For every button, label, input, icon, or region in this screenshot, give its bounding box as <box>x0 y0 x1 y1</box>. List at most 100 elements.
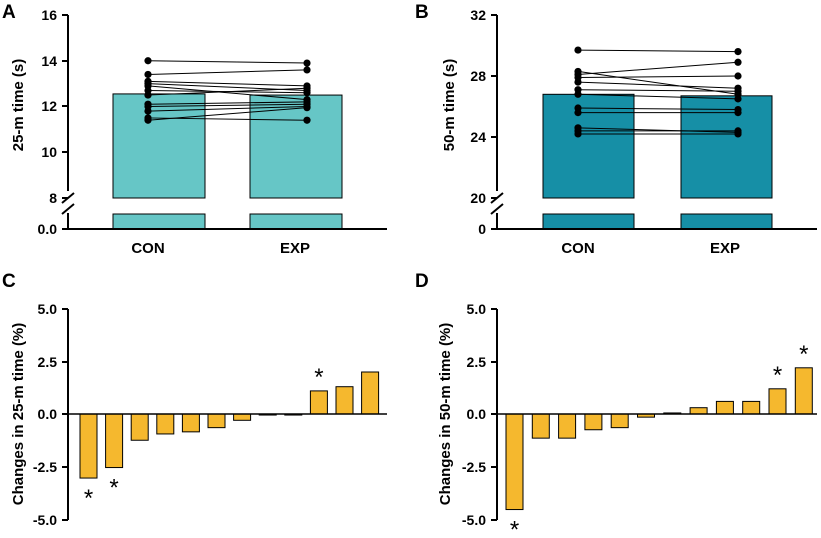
panel-a-tick-label: 10 <box>41 144 57 160</box>
panel-a-tick-label: 12 <box>41 98 57 114</box>
panel-c-tick-label: -2.5 <box>33 459 57 475</box>
panel-a-tick-label: 8 <box>49 190 57 206</box>
panel-a-bars <box>112 93 343 230</box>
panel-b-tick-label: 20 <box>470 190 486 206</box>
panel-b-point-exp <box>734 48 742 56</box>
panel-b-tick-label: 28 <box>470 68 486 84</box>
panel-b-subject-line <box>577 127 739 133</box>
panel-b-subject-line <box>577 49 739 53</box>
panel-c-tick-label: 2.5 <box>38 354 58 370</box>
panel-a-zero-label: 0.0 <box>38 221 58 237</box>
panel-c-y-axis-label: Changes in 25-m time (%) <box>10 323 27 506</box>
panel-d-significance-star: * <box>773 362 782 389</box>
panel-a: A 25-m time (s) 8 10 12 14 16 0.0 CON EX… <box>2 2 387 257</box>
panel-b-subject-line <box>577 89 739 92</box>
panel-b-zero-label: 0 <box>478 221 486 237</box>
panel-a-subject-line <box>147 106 308 112</box>
panel-c-bar <box>79 413 98 479</box>
panel-d-bar <box>742 400 761 415</box>
panel-d-bar <box>505 413 524 511</box>
panel-d-significance-star: * <box>510 517 519 538</box>
panel-c-tick-label: -5.0 <box>33 512 57 528</box>
panel-a-point-con <box>144 116 152 124</box>
panel-d-bar <box>794 367 813 415</box>
panel-c-significance-star: * <box>109 475 118 502</box>
panel-a-subject-line <box>147 85 308 101</box>
panel-d-y-axis-label: Changes in 50-m time (%) <box>437 323 454 506</box>
panel-b-x-category: CON <box>561 240 594 257</box>
panel-d-tick-label: 2.5 <box>467 354 487 370</box>
panel-c-bars <box>79 371 380 479</box>
panel-b: B 50-m time (s) 20 24 28 32 0 CON EXP <box>415 2 817 257</box>
panel-d-bar <box>689 407 708 415</box>
panel-b-point-exp <box>734 72 742 80</box>
panel-b-subject-line <box>577 75 739 79</box>
panel-a-paired-lines <box>144 57 311 124</box>
panel-d-bars <box>505 367 813 511</box>
panel-b-point-exp <box>734 87 742 95</box>
panel-a-point-con <box>144 57 152 65</box>
panel-b-axis-break-mark <box>490 203 504 215</box>
panel-b-paired-lines <box>574 46 742 138</box>
panel-d-bar <box>768 388 787 415</box>
panel-c-bar <box>105 413 124 469</box>
panel-c: C Changes in 25-m time (%) * * * 5.0 2.5 0… <box>2 271 387 528</box>
panel-a-subject-line <box>147 69 308 75</box>
panel-d-significance: * * * <box>510 341 809 538</box>
panel-b-point-con <box>574 78 582 86</box>
panel-c-bar <box>130 413 149 441</box>
panel-d-bar <box>715 400 734 415</box>
panel-b-bar-exp <box>680 95 773 199</box>
panel-c-bar <box>156 413 175 435</box>
panel-b-point-con <box>574 46 582 54</box>
panel-a-point-exp <box>303 66 311 74</box>
panel-a-bar-base-exp <box>249 213 343 230</box>
panel-b-point-exp <box>734 109 742 117</box>
panel-d-bar <box>558 413 577 439</box>
panel-b-bar-base-exp <box>680 213 773 230</box>
panel-a-bar-exp <box>249 94 343 199</box>
panel-c-significance: * * * <box>84 364 324 512</box>
panel-d-bar <box>584 413 603 431</box>
panel-c-tick-label: 5.0 <box>38 301 58 317</box>
panel-a-x-category: EXP <box>280 240 310 257</box>
panel-c-bar <box>233 413 252 421</box>
panel-b-point-con <box>574 109 582 117</box>
panel-b-subject-line <box>577 93 739 100</box>
panel-b-tick-label: 32 <box>470 7 486 23</box>
panel-b-tick-label: 24 <box>470 129 486 145</box>
panel-c-tick-label: 0.0 <box>38 406 58 422</box>
panel-c-bar <box>181 413 200 433</box>
panel-a-point-exp <box>303 104 311 112</box>
panel-a-axis-break-mark <box>61 203 75 215</box>
panel-d-bar <box>531 413 550 439</box>
panel-a-point-exp <box>303 84 311 92</box>
panel-c-bar <box>335 386 354 415</box>
panel-b-point-exp <box>734 58 742 66</box>
panel-d-bar <box>610 413 629 429</box>
panel-a-x-category: CON <box>131 240 164 257</box>
panel-a-bar-con <box>112 93 206 199</box>
panel-a-point-exp <box>303 116 311 124</box>
panel-letter-b: B <box>415 2 429 23</box>
panel-a-y-axis-label: 25-m time (s) <box>10 59 27 152</box>
panel-letter-d: D <box>415 271 429 292</box>
panel-a-subject-line <box>147 107 308 121</box>
panel-b-point-con <box>574 90 582 98</box>
panel-b-bar-base-con <box>542 213 635 230</box>
panel-d-tick-label: 5.0 <box>467 301 487 317</box>
panel-a-subject-line <box>147 103 308 107</box>
panel-d-tick-label: -2.5 <box>462 459 486 475</box>
panel-b-subject-line <box>577 61 739 75</box>
panel-a-point-con <box>144 107 152 115</box>
panel-c-bar <box>309 390 328 415</box>
panel-b-subject-line <box>577 81 739 89</box>
panel-b-y-axis-label: 50-m time (s) <box>441 59 458 152</box>
panel-a-bar-base-con <box>112 213 206 230</box>
panel-d-tick-label: -5.0 <box>462 512 486 528</box>
panel-letter-a: A <box>2 2 16 23</box>
panel-d-significance-star: * <box>799 341 808 368</box>
panel-a-tick-label: 14 <box>41 53 57 69</box>
panel-b-subject-line <box>577 70 739 95</box>
